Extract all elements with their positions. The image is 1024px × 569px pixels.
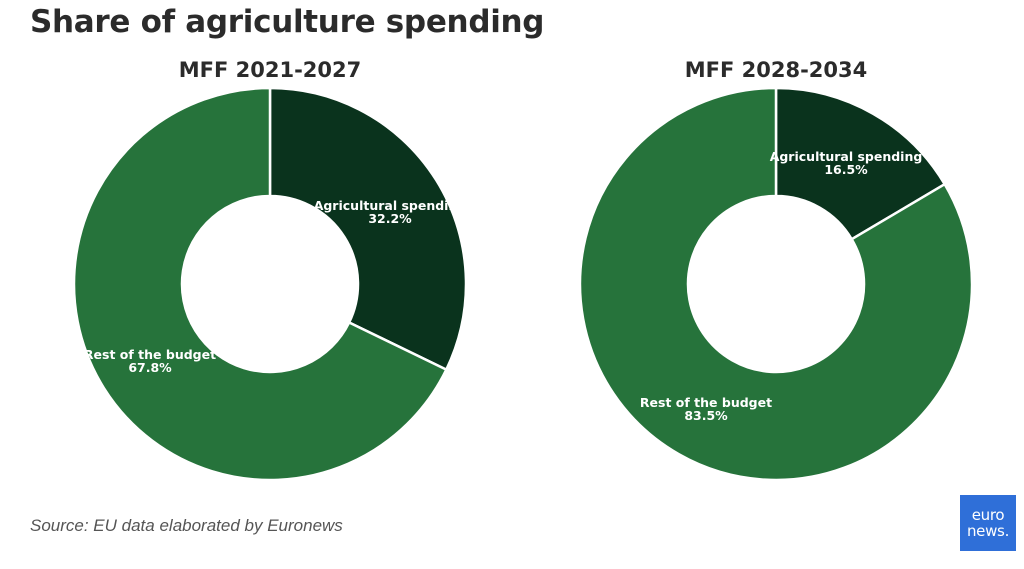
chart-title-mff-2021-2027: MFF 2021-2027 <box>178 58 362 82</box>
donut-slice-agricultural-spending <box>268 86 468 371</box>
donut-slice-agricultural-spending <box>774 86 946 241</box>
slice-value-label: 67.8% <box>128 360 172 375</box>
chart-title-mff-2028-2034: MFF 2028-2034 <box>684 58 868 82</box>
source-note: Source: EU data elaborated by Euronews <box>30 516 343 535</box>
page-title: Share of agriculture spending <box>30 4 545 40</box>
slice-value-label: 16.5% <box>824 162 868 177</box>
donut-slice-rest-of-budget <box>578 86 974 482</box>
euronews-logo: euro news. <box>960 495 1016 551</box>
donut-slice-rest-of-budget <box>72 86 448 482</box>
slice-value-label: 83.5% <box>684 408 728 423</box>
slice-value-label: 32.2% <box>368 211 412 226</box>
slice-label: Rest of the budget <box>84 347 216 362</box>
slice-label: Agricultural spending <box>770 149 923 164</box>
slice-label: Agricultural spending <box>314 198 467 213</box>
slice-label: Rest of the budget <box>640 395 772 410</box>
